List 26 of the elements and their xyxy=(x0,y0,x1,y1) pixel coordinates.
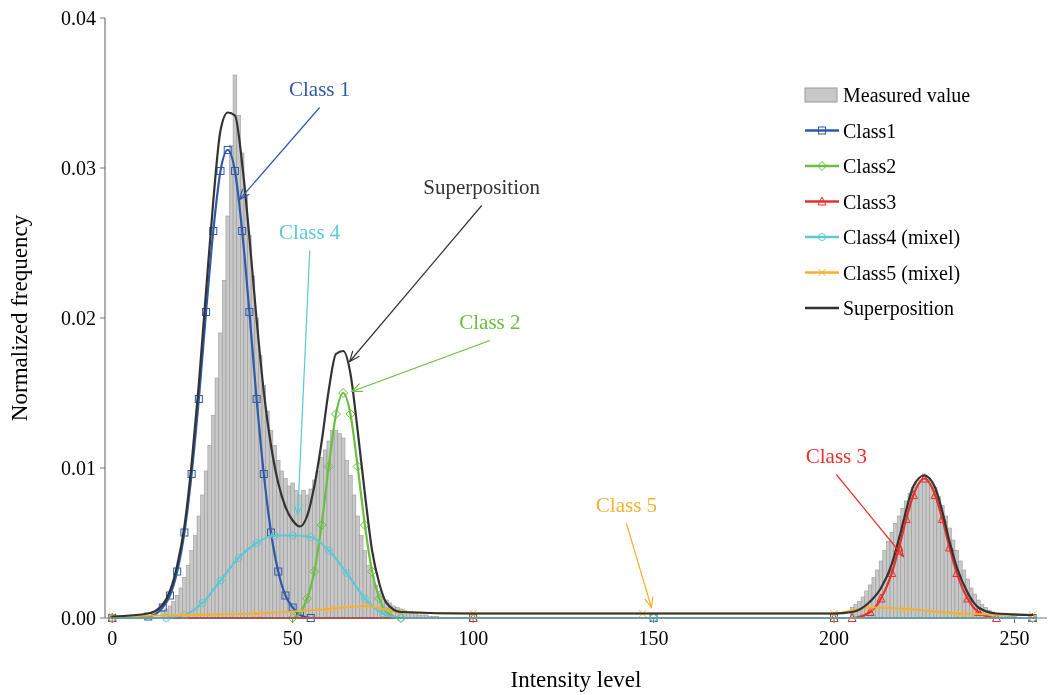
annotation: Superposition xyxy=(423,174,541,199)
legend-label: Measured value xyxy=(843,84,971,106)
legend-label: Class5 (mixel) xyxy=(843,261,961,285)
annotation: Class 2 xyxy=(459,309,521,334)
y-axis-title: Normalized frequency xyxy=(7,214,32,422)
annotation: Class 5 xyxy=(595,492,658,517)
y-tick-label: 0.01 xyxy=(61,457,96,479)
legend-label: Superposition xyxy=(843,297,955,320)
annotation: Class 4 xyxy=(279,219,341,244)
legend-label: Class4 (mixel) xyxy=(843,226,961,249)
legend-label: Class2 xyxy=(843,155,897,177)
legend-label: Class3 xyxy=(843,190,897,213)
y-tick-label: 0.00 xyxy=(61,607,96,629)
x-tick-label: 200 xyxy=(819,627,850,649)
x-tick-label: 150 xyxy=(638,627,669,649)
y-tick-label: 0.03 xyxy=(61,157,96,179)
legend-label: Class1 xyxy=(843,119,897,142)
x-tick-label: 0 xyxy=(107,627,118,649)
x-tick-label: 100 xyxy=(458,627,489,649)
y-tick-label: 0.02 xyxy=(61,307,96,329)
annotation: Class 3 xyxy=(805,443,867,468)
x-tick-label: 50 xyxy=(282,627,303,649)
annotation: Class 1 xyxy=(288,76,351,101)
y-tick-label: 0.04 xyxy=(61,7,96,29)
x-axis-title: Intensity level xyxy=(510,667,642,692)
x-tick-label: 250 xyxy=(999,627,1030,649)
